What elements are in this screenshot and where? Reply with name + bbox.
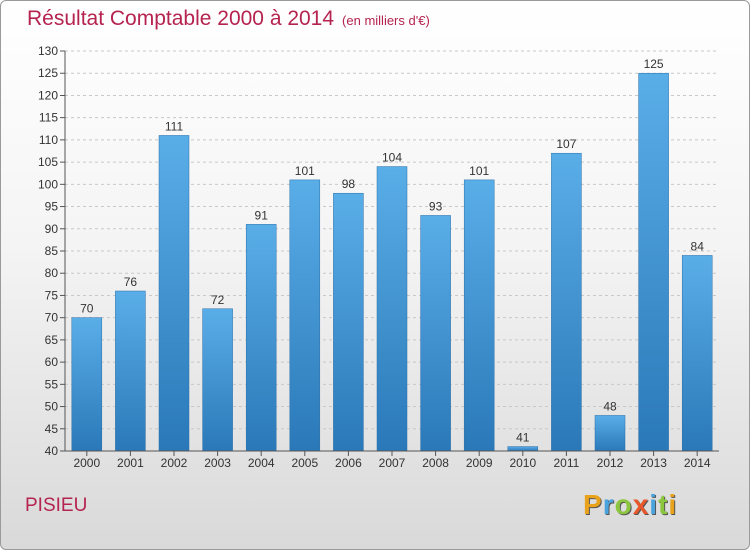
x-tick-label: 2007 [379,456,406,470]
commune-name: PISIEU [25,495,88,516]
bar [551,152,582,452]
y-tick-label: 95 [45,200,59,214]
y-tick-label: 70 [45,311,59,325]
bar [71,317,103,452]
x-tick-label: 2010 [509,456,536,470]
bar-value-label: 107 [556,137,576,151]
bar-value-label: 125 [644,57,664,71]
bars: 70 76 111 72 91 101 98 104 93 101 41 107 48 125 84 [71,57,713,452]
chart-subtitle: (en milliers d'€) [342,13,430,28]
bar [289,179,321,452]
y-tick-label: 50 [45,400,59,414]
y-tick-label: 90 [45,222,59,236]
x-tick-label: 2005 [291,456,318,470]
logo-letter: i [649,489,659,520]
logo-letter: r [602,489,615,520]
bar-value-label: 93 [429,199,443,213]
y-tick-label: 110 [39,133,58,147]
bar [115,290,146,452]
y-tick-label: 65 [45,333,59,347]
x-tick-label: 2002 [161,456,188,470]
y-tick-label: 40 [45,444,59,458]
bar-value-label: 70 [80,302,94,316]
y-tick-label: 75 [45,288,59,302]
bar [594,415,626,452]
bar [463,179,495,452]
bar [202,308,233,452]
y-tick-label: 45 [45,422,59,436]
y-tick-label: 100 [38,177,58,191]
bar-value-label: 72 [211,293,225,307]
bar-value-label: 111 [165,119,184,133]
x-tick-label: 2013 [640,456,667,470]
bar-value-label: 104 [382,151,402,165]
x-tick-label: 2008 [422,456,449,470]
x-tick-label: 2000 [73,456,100,470]
x-tick-label: 2001 [117,456,144,470]
y-tick-label: 85 [45,244,59,258]
bar-value-label: 91 [255,208,269,222]
bar-value-label: 84 [691,239,705,253]
y-tick-label: 55 [45,377,59,391]
bar [420,215,451,452]
proxiti-logo: Proxiti [583,489,677,521]
x-tick-label: 2011 [553,456,579,470]
bar-value-label: 76 [124,275,138,289]
logo-letter: t [658,489,669,520]
logo-letter: x [632,489,650,520]
x-tick-label: 2014 [684,456,711,470]
chart-title: Résultat Comptable 2000 à 2014 (en millie… [27,7,430,31]
y-tick-label: 80 [45,266,59,280]
y-tick-label: 60 [45,355,59,369]
y-tick-label: 125 [38,66,58,80]
title-text: Résultat Comptable 2000 à 2014 [27,7,335,30]
logo-letter: o [614,489,633,520]
x-tick-label: 2009 [466,456,493,470]
bar [681,255,713,452]
bar [507,446,539,452]
x-tick-label: 2012 [597,456,624,470]
x-tick-label: 2004 [248,456,275,470]
y-axis-ticks: 40 45 50 55 60 65 70 75 80 85 90 95 100 105 110 115 120 1… [38,44,65,458]
bar [245,224,277,452]
x-axis-ticks: 2000 2001 2002 2003 2004 2005 2006 2007 2008 2009… [73,451,711,470]
bar [376,166,408,452]
axes [64,51,719,452]
y-tick-label: 105 [38,155,58,169]
bar-value-label: 48 [603,399,617,413]
bar-value-label: 41 [516,431,530,445]
logo-letter: P [583,489,603,520]
bar [333,192,364,452]
y-tick-label: 120 [38,88,58,102]
bar-value-label: 101 [469,164,489,178]
y-tick-label: 130 [38,44,58,58]
bar [158,135,190,452]
x-tick-label: 2006 [335,456,362,470]
bar-value-label: 98 [342,177,356,191]
bar-value-label: 101 [295,164,315,178]
logo-letter: i [668,489,678,520]
x-tick-label: 2003 [204,456,231,470]
bar [638,72,669,452]
y-tick-label: 115 [39,111,58,125]
